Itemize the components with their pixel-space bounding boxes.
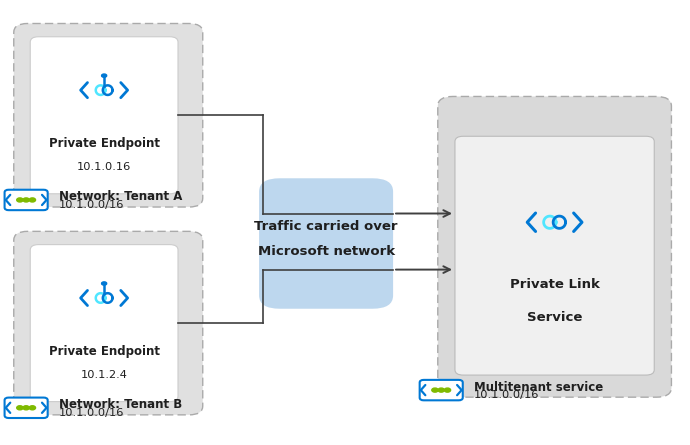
Text: Service: Service	[527, 311, 582, 324]
Circle shape	[17, 406, 23, 410]
Text: 10.1.0.0/16: 10.1.0.0/16	[474, 390, 540, 400]
Text: Traffic carried over: Traffic carried over	[255, 220, 398, 233]
Circle shape	[432, 388, 438, 392]
Text: 10.1.0.0/16: 10.1.0.0/16	[59, 408, 124, 418]
FancyBboxPatch shape	[420, 380, 463, 400]
Text: 10.1.2.4: 10.1.2.4	[81, 370, 128, 380]
FancyBboxPatch shape	[14, 231, 203, 415]
Text: Microsoft network: Microsoft network	[257, 245, 395, 258]
FancyBboxPatch shape	[437, 97, 671, 397]
FancyBboxPatch shape	[5, 190, 48, 210]
Circle shape	[101, 282, 107, 285]
Text: 10.1.0.0/16: 10.1.0.0/16	[59, 200, 124, 210]
FancyBboxPatch shape	[259, 178, 393, 309]
Text: Private Endpoint: Private Endpoint	[48, 137, 159, 150]
Circle shape	[438, 388, 444, 392]
FancyBboxPatch shape	[5, 397, 48, 418]
Text: 10.1.0.16: 10.1.0.16	[77, 162, 131, 172]
Text: Private Endpoint: Private Endpoint	[48, 345, 159, 358]
Circle shape	[101, 74, 107, 77]
Circle shape	[444, 388, 451, 392]
Circle shape	[23, 406, 29, 410]
Circle shape	[29, 198, 36, 202]
FancyBboxPatch shape	[455, 136, 654, 375]
FancyBboxPatch shape	[30, 245, 178, 401]
Text: Network: Tenant A: Network: Tenant A	[59, 190, 182, 203]
FancyBboxPatch shape	[14, 24, 203, 207]
Text: Multitenant service: Multitenant service	[474, 380, 604, 393]
Circle shape	[17, 198, 23, 202]
Text: Network: Tenant B: Network: Tenant B	[59, 398, 182, 411]
Circle shape	[23, 198, 29, 202]
FancyBboxPatch shape	[30, 37, 178, 194]
Text: Private Link: Private Link	[510, 278, 600, 291]
Circle shape	[29, 406, 36, 410]
